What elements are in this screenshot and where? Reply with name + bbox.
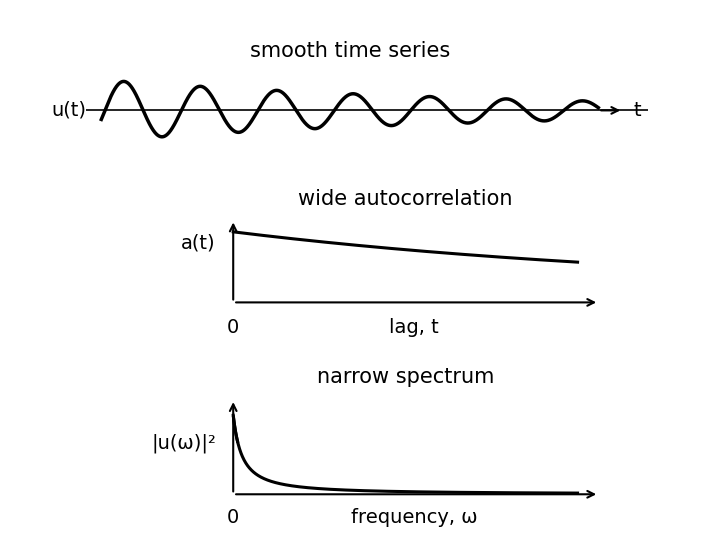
Text: 0: 0: [227, 318, 239, 338]
Text: |u(ω)|²: |u(ω)|²: [151, 433, 216, 453]
Text: narrow spectrum: narrow spectrum: [317, 367, 494, 387]
Text: frequency, ω: frequency, ω: [351, 508, 477, 526]
Text: a(t): a(t): [181, 234, 216, 253]
Text: t: t: [633, 101, 641, 120]
Text: wide autocorrelation: wide autocorrelation: [298, 189, 513, 209]
Text: smooth time series: smooth time series: [250, 41, 450, 61]
Text: u(t): u(t): [51, 101, 86, 120]
Text: lag, t: lag, t: [389, 318, 439, 338]
Text: 0: 0: [227, 508, 239, 526]
